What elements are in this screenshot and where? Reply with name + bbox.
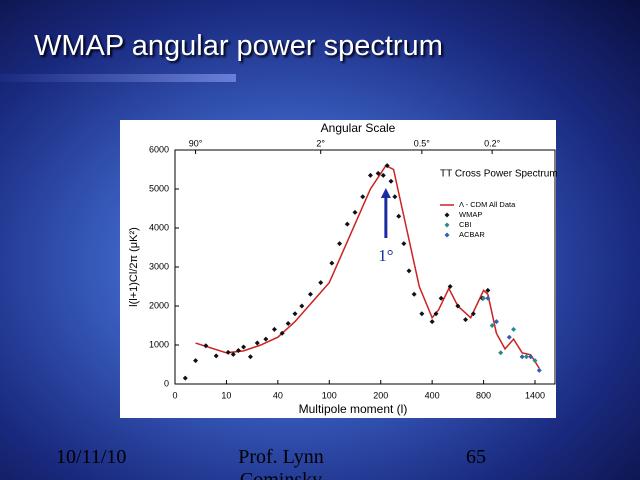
y-tick-label: 5000 (149, 183, 169, 193)
data-point (254, 340, 260, 346)
data-point (352, 209, 358, 215)
data-point (279, 330, 285, 336)
data-point (380, 172, 386, 178)
data-point (470, 311, 476, 317)
model-line (195, 164, 540, 369)
data-point (447, 284, 453, 289)
data-point (263, 336, 269, 342)
footer-author: Prof. Lynn Cominsky (238, 446, 324, 480)
y-tick-label: 2000 (149, 300, 169, 310)
x-tick-label: 400 (425, 390, 440, 400)
data-point (225, 349, 231, 355)
data-point (511, 326, 517, 332)
x-axis-label: Multipole moment (l) (299, 402, 408, 416)
data-point (375, 170, 381, 176)
data-point (463, 317, 469, 323)
data-point (344, 221, 350, 227)
footer-page: 65 (466, 446, 486, 468)
data-point (401, 241, 407, 247)
legend-label: Λ - CDM All Data (459, 200, 516, 209)
data-point (506, 334, 512, 340)
top-tick-label: 2° (316, 138, 325, 148)
data-point (193, 358, 199, 364)
data-point (528, 354, 534, 360)
y-tick-label: 6000 (149, 144, 169, 154)
data-point (367, 172, 373, 178)
chart-background (120, 120, 556, 418)
data-point (299, 303, 305, 309)
data-point (235, 347, 241, 353)
top-tick-label: 0.5° (414, 138, 431, 148)
data-point (329, 260, 335, 266)
data-point (388, 178, 394, 184)
data-point (433, 311, 439, 317)
y-tick-label: 1000 (149, 339, 169, 349)
data-point (203, 343, 209, 349)
y-tick-label: 4000 (149, 222, 169, 232)
legend-label: WMAP (459, 210, 482, 219)
x-tick-label: 40 (273, 390, 283, 400)
x-tick-label: 10 (221, 390, 231, 400)
annotation: 1° (378, 246, 393, 265)
footer-date: 10/11/10 (56, 446, 127, 468)
x-tick-label: 100 (322, 390, 337, 400)
legend-label: CBI (459, 220, 472, 229)
x-tick-label: 200 (373, 390, 388, 400)
data-point (213, 353, 219, 359)
x-tick-label: 1400 (525, 390, 545, 400)
y-axis-label: l(l+1)Cl/2π (μK²) (128, 227, 140, 307)
legend-swatch (444, 232, 450, 238)
data-point (485, 287, 491, 293)
slide-title: WMAP angular power spectrum (34, 30, 443, 62)
data-point (230, 351, 236, 357)
data-point (285, 321, 291, 327)
data-point (292, 311, 298, 317)
data-point (307, 291, 313, 297)
y-tick-label: 3000 (149, 261, 169, 271)
data-point (523, 354, 529, 360)
data-point (318, 280, 324, 286)
data-point (489, 323, 495, 328)
data-point (455, 303, 461, 309)
data-point (384, 163, 390, 169)
data-point (360, 194, 366, 200)
legend-swatch (444, 212, 450, 218)
data-point (392, 194, 398, 200)
data-point (241, 344, 247, 350)
legend-title: TT Cross Power Spectrum (440, 169, 558, 180)
data-point (429, 319, 435, 325)
data-point (438, 295, 444, 301)
data-point (396, 213, 402, 219)
data-point (481, 295, 487, 301)
data-point (419, 311, 425, 317)
data-point (406, 268, 412, 274)
data-point (247, 354, 253, 360)
legend-label: ACBAR (459, 230, 485, 239)
x-tick-label: 800 (476, 390, 491, 400)
data-point (411, 291, 417, 297)
data-point (493, 319, 499, 325)
data-point (485, 295, 491, 301)
data-point (498, 350, 504, 356)
y-tick-label: 0 (164, 378, 169, 388)
annotation-arrowhead (380, 188, 391, 198)
data-point (182, 375, 188, 381)
title-bar (0, 74, 236, 82)
x-tick-label: 0 (172, 390, 177, 400)
data-point (536, 367, 542, 373)
top-tick-label: 90° (189, 138, 203, 148)
data-point (519, 354, 525, 360)
data-point (532, 358, 538, 364)
top-tick-label: 0.2° (484, 138, 501, 148)
data-point (271, 326, 277, 332)
chart-title: Angular Scale (321, 121, 396, 135)
legend-swatch (444, 222, 450, 228)
data-point (337, 241, 343, 247)
